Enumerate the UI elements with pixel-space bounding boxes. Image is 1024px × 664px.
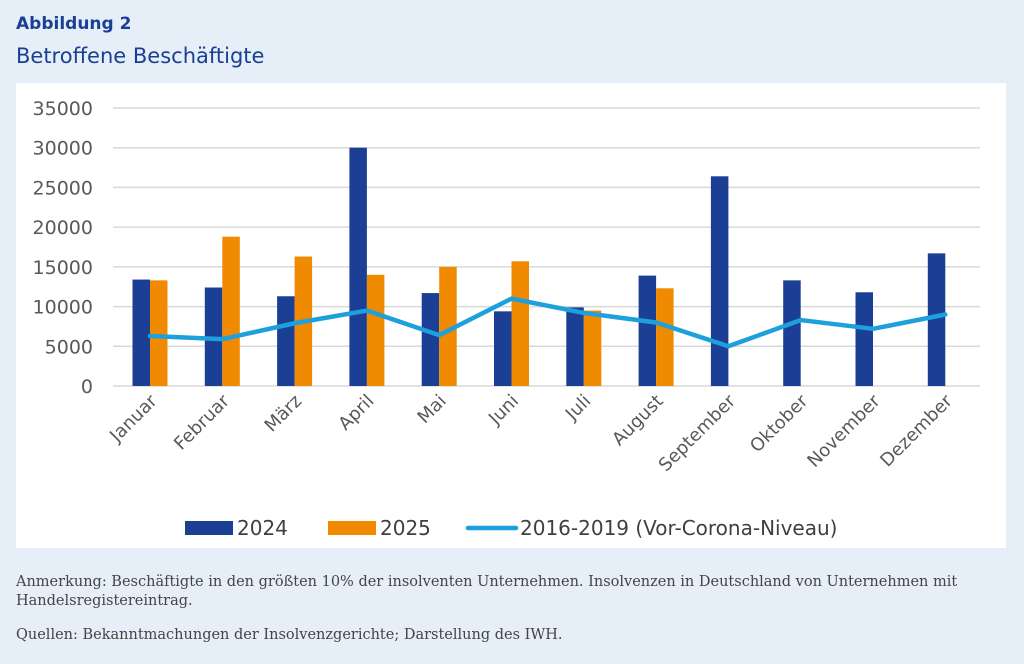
y-tick-label: 5000	[45, 336, 93, 358]
bar-2025-Mai	[439, 266, 457, 386]
bar-2024-Juli	[566, 307, 584, 386]
y-tick-label: 30000	[33, 138, 93, 160]
bar-2024-November	[855, 292, 873, 386]
bar-2025-Februar	[222, 236, 240, 386]
bar-2025-April	[366, 274, 385, 386]
bar-2025-Januar	[150, 280, 168, 386]
y-tick-label: 0	[81, 376, 93, 398]
legend-swatch	[328, 521, 376, 535]
x-tick-label: März	[261, 391, 307, 437]
bar-2025-Juni	[511, 261, 529, 386]
x-tick-label: April	[334, 391, 378, 435]
y-tick-label: 10000	[33, 297, 93, 319]
x-tick-label: Dezember	[876, 390, 957, 471]
y-tick-label: 25000	[33, 177, 93, 199]
line-series	[147, 296, 948, 349]
x-tick-label: Juni	[484, 391, 523, 430]
y-tick-label: 35000	[33, 98, 93, 120]
x-tick-label: November	[803, 390, 884, 471]
y-tick-label: 20000	[33, 217, 93, 239]
bar-2024-September	[710, 176, 729, 386]
bar-2024-Dezember	[927, 253, 946, 386]
figure-title: Betroffene Beschäftigte	[16, 44, 265, 68]
source-note: Quellen: Bekanntmachungen der Insolvenzg…	[16, 627, 563, 643]
bar-2024-Mai	[421, 293, 440, 386]
bar-2024-Januar	[132, 279, 150, 386]
bar-2025-Juli	[583, 310, 602, 386]
bar-2024-April	[349, 147, 367, 386]
x-tick-label: August	[608, 391, 667, 450]
bar-2025-August	[656, 288, 674, 386]
x-tick-label: Mai	[414, 391, 451, 428]
y-tick-label: 15000	[33, 257, 93, 279]
x-tick-label: Februar	[170, 390, 234, 454]
x-tick-label: Juli	[561, 391, 595, 425]
bar-2024-Juni	[494, 311, 512, 386]
footnote: Anmerkung: Beschäftigte in den größten 1…	[16, 574, 958, 609]
x-tick-label: Januar	[105, 390, 162, 447]
x-tick-label: Oktober	[746, 390, 813, 457]
bar-2024-August	[638, 275, 657, 386]
x-tick-label: September	[655, 390, 741, 476]
bar-2024-März	[277, 296, 295, 386]
legend-label: 2016-2019 (Vor-Corona-Niveau)	[520, 516, 837, 540]
bar-2024-Oktober	[783, 280, 801, 386]
legend-swatch	[185, 521, 233, 535]
figure-label: Abbildung 2	[16, 14, 132, 34]
legend-label: 2024	[237, 516, 288, 540]
legend-label: 2025	[380, 516, 431, 540]
